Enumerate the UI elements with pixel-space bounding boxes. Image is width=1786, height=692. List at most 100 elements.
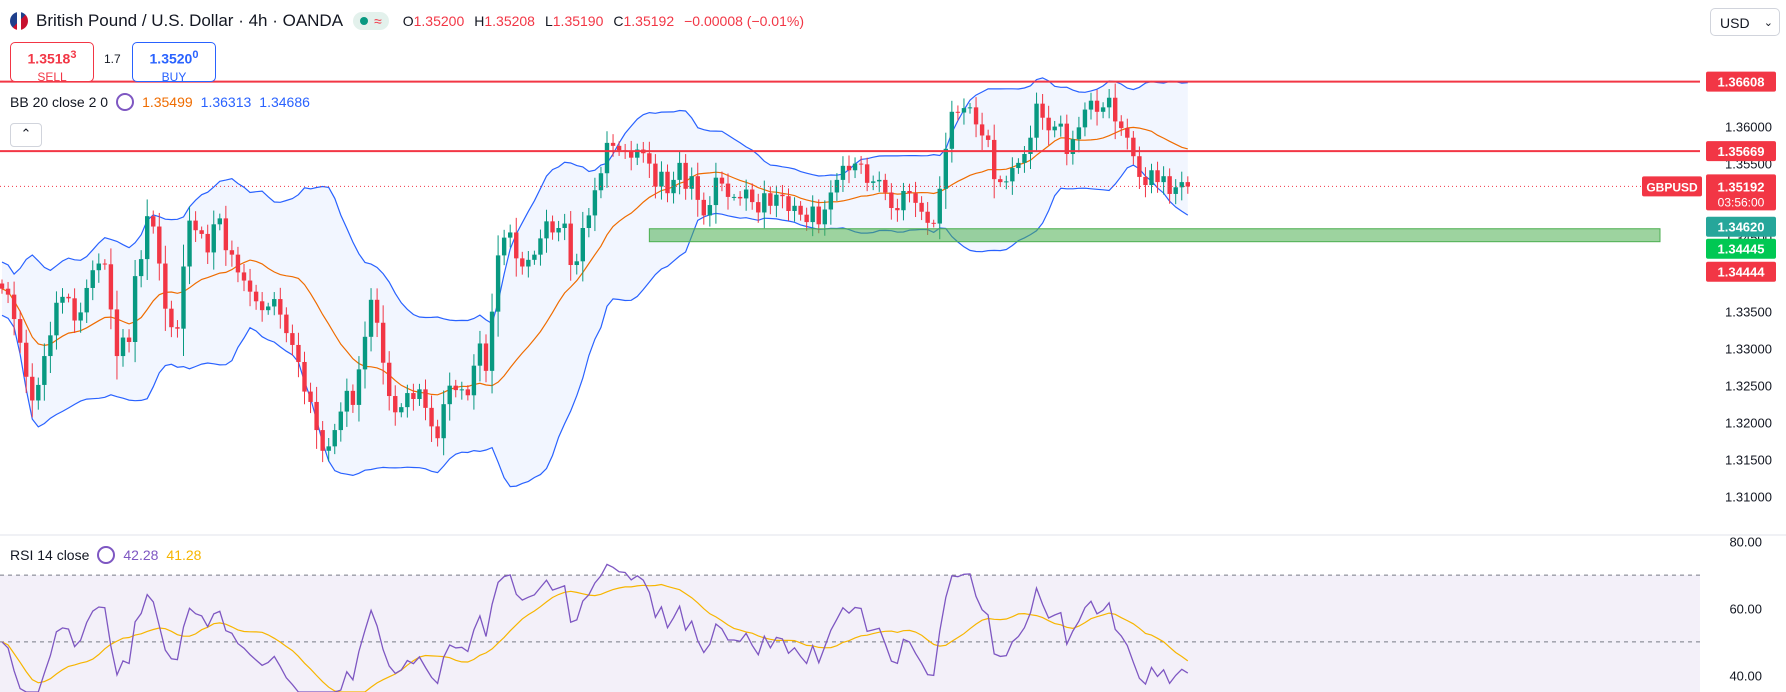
spread-value: 1.7 bbox=[104, 52, 121, 66]
candle-body bbox=[24, 342, 29, 377]
candle-body bbox=[284, 314, 289, 334]
candle-body bbox=[501, 237, 507, 256]
candle-body bbox=[350, 390, 356, 405]
candle-body bbox=[629, 151, 634, 158]
candle-body bbox=[556, 228, 561, 233]
candle-body bbox=[296, 344, 301, 362]
bb-upper-value: 1.36313 bbox=[200, 94, 252, 110]
gbp-usd-flag-icon bbox=[10, 12, 28, 30]
candle-body bbox=[5, 288, 11, 295]
currency-value: USD bbox=[1720, 15, 1750, 31]
last-price-tag-bg bbox=[1706, 174, 1776, 211]
symbol-title[interactable]: British Pound / U.S. Dollar · 4h · OANDA bbox=[36, 11, 344, 30]
candle-body bbox=[804, 214, 809, 223]
candle-body bbox=[1004, 181, 1009, 183]
candle-body bbox=[828, 192, 834, 210]
candle-body bbox=[810, 206, 815, 223]
candle-body bbox=[175, 327, 180, 329]
candle-body bbox=[36, 384, 41, 401]
candle-body bbox=[526, 259, 531, 267]
last-price-tag: 1.35192 bbox=[1718, 179, 1765, 194]
candle-body bbox=[508, 232, 513, 238]
candle-body bbox=[151, 216, 156, 227]
chevron-up-icon: ⌃ bbox=[20, 126, 32, 141]
buy-price-pip: 0 bbox=[192, 49, 199, 61]
candle-body bbox=[568, 223, 573, 266]
candle-body bbox=[1185, 182, 1190, 187]
candle-body bbox=[852, 163, 858, 171]
candle-body bbox=[1070, 139, 1076, 154]
candle-body bbox=[1131, 137, 1136, 157]
market-status-pill[interactable]: ≈ bbox=[353, 12, 389, 30]
level-price-tag: 1.36608 bbox=[1718, 75, 1765, 90]
candle-body bbox=[447, 385, 452, 405]
candle-body bbox=[435, 426, 440, 439]
candle-body bbox=[846, 165, 852, 171]
candle-body bbox=[792, 205, 797, 211]
candle-body bbox=[889, 192, 894, 209]
candle-body bbox=[253, 291, 259, 302]
buy-label: BUY bbox=[161, 69, 187, 84]
candle-body bbox=[181, 266, 186, 329]
candle-body bbox=[871, 181, 876, 183]
sell-price-pip: 3 bbox=[70, 49, 77, 61]
rsi-legend[interactable]: RSI 14 close 42.28 41.28 bbox=[10, 546, 201, 564]
candle-body bbox=[266, 306, 271, 311]
candle-body bbox=[919, 202, 924, 212]
candle-body bbox=[1167, 176, 1172, 194]
candle-body bbox=[1113, 97, 1118, 122]
bb-legend[interactable]: BB 20 close 2 0 1.35499 1.36313 1.34686 bbox=[10, 93, 310, 111]
candle-body bbox=[937, 188, 942, 224]
candle-body bbox=[477, 343, 483, 366]
price-tick-label: 1.33000 bbox=[1725, 342, 1772, 357]
candle-body bbox=[635, 149, 640, 158]
candle-body bbox=[17, 319, 23, 343]
candle-body bbox=[11, 294, 17, 320]
candle-body bbox=[695, 176, 700, 200]
candle-body bbox=[973, 107, 979, 125]
candle-body bbox=[1149, 170, 1154, 186]
candle-body bbox=[1094, 100, 1100, 112]
candle-body bbox=[756, 202, 761, 213]
currency-select[interactable]: USD ⌄ bbox=[1710, 8, 1780, 36]
candle-body bbox=[211, 224, 216, 253]
sell-label: SELL bbox=[37, 69, 67, 84]
collapse-legend-button[interactable]: ⌃ bbox=[10, 123, 42, 147]
candle-body bbox=[423, 389, 428, 408]
candle-body bbox=[1155, 170, 1160, 183]
zone-bottom-tag-bg bbox=[1706, 238, 1776, 259]
candle-body bbox=[580, 228, 585, 262]
candle-body bbox=[314, 401, 319, 431]
candle-body bbox=[992, 139, 997, 180]
candle-body bbox=[102, 263, 108, 265]
candle-body bbox=[816, 206, 821, 225]
zone-low-tag-bg bbox=[1706, 261, 1776, 282]
candle-body bbox=[229, 250, 235, 255]
candle-body bbox=[187, 220, 192, 267]
candle-body bbox=[774, 194, 779, 206]
candle-body bbox=[713, 177, 719, 206]
candle-body bbox=[320, 430, 325, 451]
indicator-loading-icon bbox=[116, 93, 135, 111]
rsi-tick-label: 80.00 bbox=[1729, 535, 1762, 550]
candle-body bbox=[199, 230, 204, 234]
candle-body bbox=[145, 216, 150, 260]
candle-body bbox=[659, 171, 664, 187]
buy-button[interactable]: 1.35200 BUY bbox=[132, 42, 216, 84]
symbol-tag-bg bbox=[1642, 176, 1702, 197]
candle-body bbox=[344, 390, 350, 412]
candle-body bbox=[683, 162, 688, 189]
price-tick-label: 1.36000 bbox=[1725, 120, 1772, 135]
candle-body bbox=[290, 333, 295, 345]
candle-body bbox=[743, 189, 749, 199]
sell-button[interactable]: 1.35183 SELL bbox=[10, 42, 94, 84]
candle-body bbox=[42, 356, 47, 385]
candle-body bbox=[272, 299, 277, 307]
candle-body bbox=[90, 270, 95, 288]
ohlc-change: −0.00008 (−0.01%) bbox=[684, 13, 804, 29]
candle-body bbox=[483, 343, 489, 371]
candle-body bbox=[544, 221, 549, 239]
sell-price: 1.3518 bbox=[27, 50, 71, 67]
ohlc-values: O1.35200 H1.35208 L1.35190 C1.35192 −0.0… bbox=[403, 13, 804, 29]
